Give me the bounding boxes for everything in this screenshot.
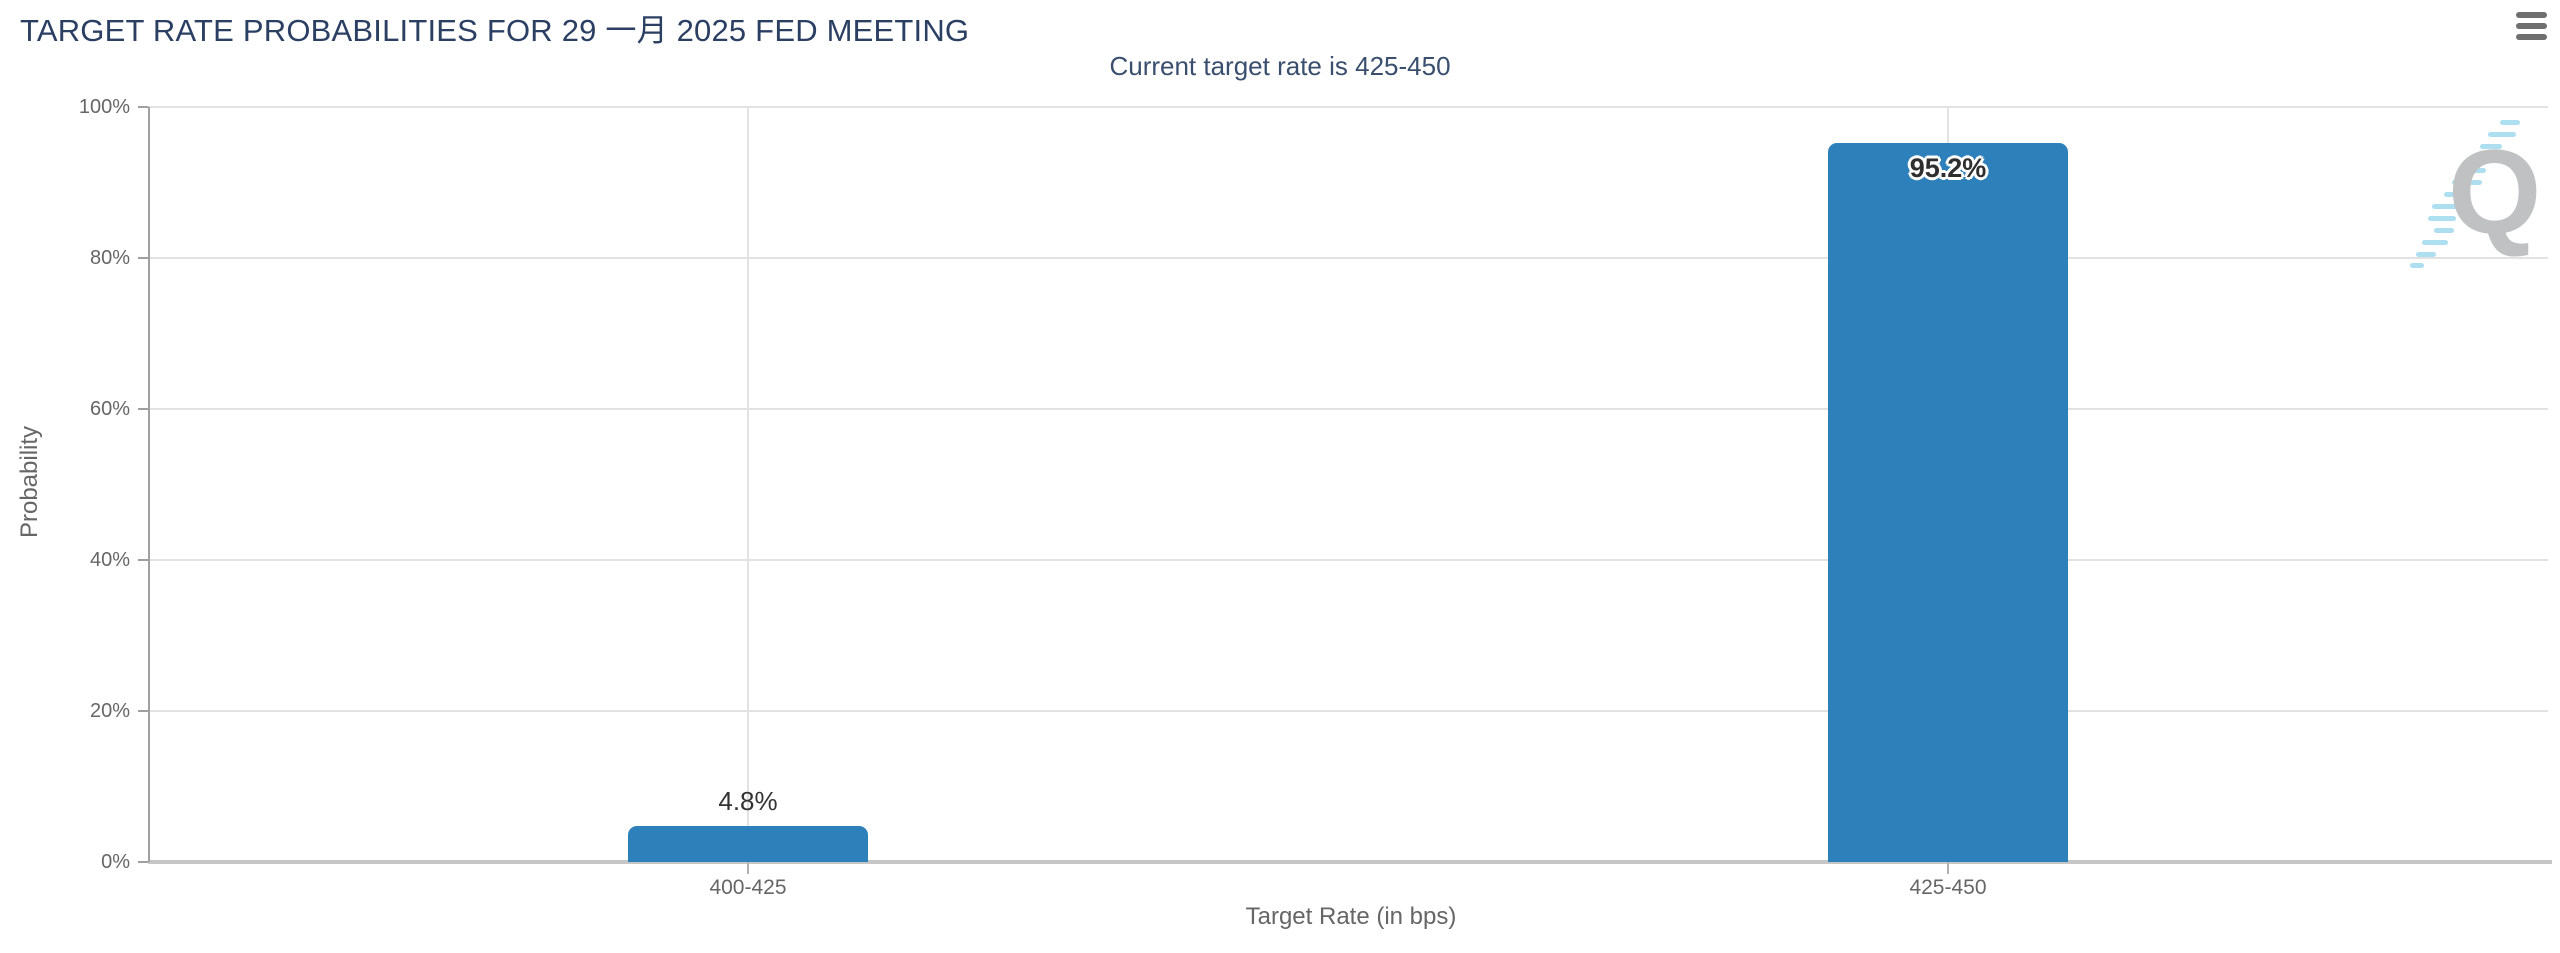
bar-425-450[interactable] <box>1828 143 2068 862</box>
plot-area: 4.8% 95.2% <box>148 106 2548 862</box>
chart-context-menu-button[interactable] <box>2507 6 2547 46</box>
y-tick-label: 80% <box>89 247 130 269</box>
y-tick-label: 0% <box>101 851 130 873</box>
bar-400-425[interactable] <box>628 826 868 862</box>
x-tick-label: 425-450 <box>1909 876 1987 899</box>
y-axis-line <box>148 107 150 862</box>
y-gridline <box>148 408 2548 410</box>
y-tick-mark <box>138 559 148 561</box>
y-tick-label: 100% <box>78 96 130 118</box>
x-tick-mark <box>747 862 749 874</box>
y-tick-mark <box>138 257 148 259</box>
chart-title: TARGET RATE PROBABILITIES FOR 29 一月 2025… <box>20 13 970 48</box>
bar-data-label: 4.8% <box>718 786 778 816</box>
x-tick-label: 400-425 <box>709 876 787 899</box>
y-tick-mark <box>138 408 148 410</box>
chart-subtitle: Current target rate is 425-450 <box>1109 51 1451 81</box>
y-tick-label: 60% <box>89 398 130 420</box>
y-tick-label: 40% <box>89 549 130 571</box>
y-tick-label: 20% <box>89 700 130 722</box>
y-tick-mark <box>138 861 148 863</box>
x-tick-mark <box>1947 862 1949 874</box>
y-tick-mark <box>138 106 148 108</box>
y-axis-title: Probability <box>16 425 43 539</box>
y-gridline <box>148 559 2548 561</box>
bar-data-label: 95.2% <box>1909 153 1987 183</box>
x-gridline <box>747 107 749 862</box>
x-axis-title: Target Rate (in bps) <box>1245 903 1457 930</box>
y-gridline <box>148 257 2548 259</box>
y-gridline <box>148 710 2548 712</box>
y-gridline <box>148 106 2548 108</box>
hamburger-menu-icon <box>2507 12 2547 40</box>
y-tick-mark <box>138 710 148 712</box>
x-axis-line <box>148 860 2552 864</box>
